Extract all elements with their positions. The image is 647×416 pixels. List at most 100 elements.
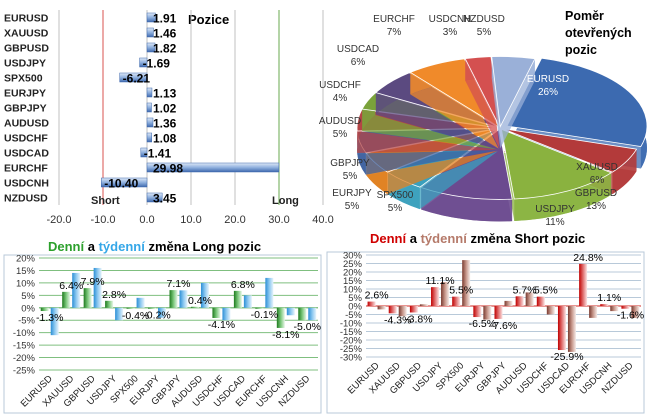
x-tick-label: -20.0 [46,214,71,226]
weekly-bar [243,295,252,308]
pie-category-label: USDCNH [429,14,472,25]
pie-slice-edge [421,187,513,222]
short-title-weekly: týdenní [421,231,468,246]
weekly-bar [136,297,145,308]
x-tick-label: -10.0 [90,214,115,226]
daily-bar [579,263,588,306]
pie-category-label: SPX500 [377,190,414,201]
category-label: USDCAD [4,148,49,160]
short-value-labels: 2.6%-4.3%-3.8%11.1%5.5%-6.5%-7.6%5.7%5.5… [365,252,645,363]
y-tick-label: 20% [343,268,363,279]
pie-percent-label: 5% [388,203,403,214]
position-bar [119,72,148,83]
category-label: EURCHF [4,163,48,175]
value-label: 0.4% [188,295,212,307]
position-bar [146,87,153,98]
daily-bar [473,306,482,318]
position-bar [146,192,163,203]
long-annotation: Long [272,195,299,207]
short-chart-title: Denní a týdenní změna Short pozic [370,231,585,246]
pie-percent-label: 4% [333,93,348,104]
value-label: 1.82 [153,42,177,56]
position-bar [146,162,280,173]
short-gridlines [366,254,641,358]
weekly-bar [567,306,576,352]
pie-percent-label: 3% [443,27,458,38]
pie-labels: EURUSD 26% XAUUSD 6% GBPUSD 13% USDJPY 11% SPX50… [319,14,618,228]
daily-bar [233,290,242,308]
weekly-bar [546,306,555,315]
daily-bar [452,296,461,306]
daily-bar [621,306,630,309]
value-label: 3.45 [153,192,177,206]
x-tick-label: 20.0 [224,214,245,226]
y-tick-label: 0% [348,302,362,313]
y-tick-label: -30% [340,353,363,364]
pie-slice-edge [612,149,637,195]
position-bar [146,117,154,128]
y-tick-label: -15% [340,327,363,338]
category-label: USDJPY [4,58,46,70]
pie-slices [356,56,647,222]
short-title-daily: Denní [370,231,407,246]
value-label: 5.5% [449,285,473,297]
pie-percent-label: 13% [586,201,606,212]
ratio-pie-chart: Poměr otevřených pozic EURUSD 26% XAUUSD 6% GB… [319,9,647,228]
daily-bar [190,306,199,308]
weekly-bar [525,292,534,306]
category-label: EURJPY [4,88,46,100]
daily-bar [536,296,545,306]
category-label: EURUSD [4,13,49,25]
short-y-tick-labels: 30%25%20%15%10%5%0%-5%-10%-15%-20%-25%-3… [340,251,363,364]
pie-percent-label: 5% [345,201,360,212]
value-label: -4.1% [208,319,235,331]
value-label: -10.40 [104,177,138,191]
y-tick-label: 15% [16,266,36,277]
value-label: 7.1% [167,278,191,290]
long-title-rest: změna Long pozic [145,239,261,254]
y-tick-label: 10% [16,278,36,289]
pie-slice [409,58,500,128]
position-bar [140,147,148,158]
daily-bar [409,306,418,313]
value-label: 5.7% [513,284,537,296]
value-label: 1.91 [153,12,177,26]
value-label: -25.9% [550,351,583,363]
pie-slice [502,128,638,173]
short-change-chart: Denní a týdenní změna Short pozic 30%25%… [326,231,645,414]
value-label: 29.98 [153,162,183,176]
y-tick-label: -10% [340,319,363,330]
long-title-daily: Denní [48,239,85,254]
weekly-bar [265,277,274,308]
category-label: NZDUSD [4,193,48,205]
category-label: XAUUSD [4,28,49,40]
value-label: 24.8% [573,252,603,264]
pie-slice-side [357,150,498,175]
pie-slice-side [375,94,498,150]
daily-bar [388,306,397,314]
weekly-bar [93,267,102,308]
daily-bar [557,306,566,351]
position-bar [146,12,156,23]
pie-category-label: USDCAD [337,44,379,55]
pie-category-label: AUDUSD [319,116,361,127]
weekly-bar [483,306,492,320]
value-label: 5.5% [534,285,558,297]
long-value-labels: -1.3% 6.4%7.9%2.8% -0.4%-0.2% 7.1% 0.4% -4.1%… [36,276,321,341]
value-label: 2.6% [365,290,389,302]
y-tick-label: -5% [18,316,35,327]
weekly-bar [72,272,81,308]
weekly-bar [222,307,231,321]
positions-bars [100,12,280,203]
weekly-bar [441,282,450,306]
x-tick-label: 10.0 [180,214,201,226]
positions-chart: Pozice EURUSDXAUUSDGBPUSDUSDJPYSPX500EUR… [4,10,334,226]
pie-slice-side [410,80,499,149]
y-tick-label: 30% [343,251,363,262]
weekly-bar [50,307,59,336]
pie-title-line: Poměr [565,9,604,23]
long-y-tick-labels: 20%15%10% 5%0% -5%-10% -15%-20% -25% [13,254,36,377]
category-label: USDCHF [4,133,48,145]
weekly-bar [631,306,640,318]
weekly-bar [158,307,167,318]
